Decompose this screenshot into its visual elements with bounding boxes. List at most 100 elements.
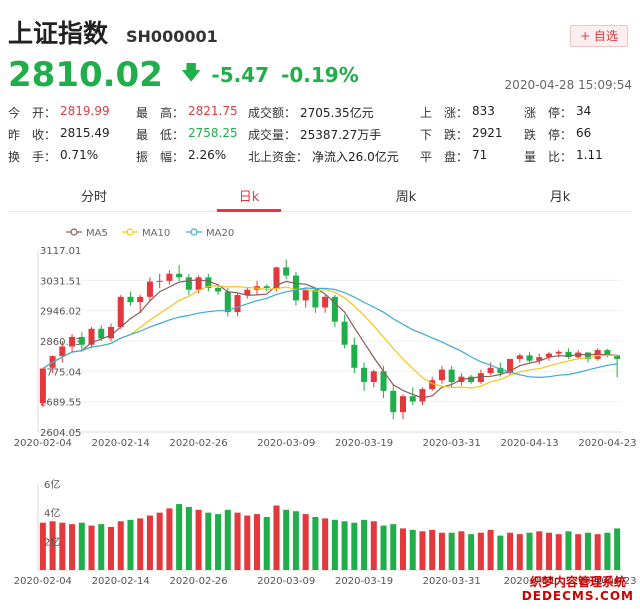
current-price: 2810.02: [8, 55, 163, 95]
volume-bar: [487, 529, 494, 570]
quote-row: 2810.02 🡇 -5.47 -0.19%: [8, 55, 359, 95]
y-tick-label: 2946.02: [40, 307, 81, 318]
volume-bar: [49, 521, 56, 570]
volume-bar: [137, 518, 144, 570]
x-tick-label: 2020-04-23: [578, 438, 636, 449]
high-label: 最 高：: [136, 106, 185, 120]
price-change-percent: -0.19%: [281, 63, 359, 87]
candle-body: [331, 296, 338, 322]
volume-bar: [244, 515, 251, 570]
volume-bar: [185, 506, 192, 570]
volume-bar: [477, 532, 484, 570]
volume-bar: [468, 534, 475, 570]
volume-bar: [351, 522, 358, 570]
candle-body: [69, 336, 76, 347]
candle-body: [526, 355, 533, 361]
candle-body: [312, 289, 319, 308]
volume-bar: [429, 529, 436, 570]
watermark-line1: 织梦内容管理系统: [529, 575, 626, 589]
legend-marker-ma10: [126, 228, 134, 236]
legend-label-ma5: MA5: [86, 228, 108, 239]
vol-x-tick-label: 2020-03-19: [335, 576, 393, 587]
volume-bar: [117, 521, 124, 570]
volume-bar: [409, 529, 416, 570]
price-change: -5.47: [211, 63, 270, 87]
period-tabs: 分时 日k 周k 月k: [8, 176, 632, 212]
down-arrow-icon: 🡇: [180, 60, 202, 84]
open-value: 2819.99: [60, 104, 110, 118]
volume-bar: [341, 521, 348, 570]
candle-body: [263, 286, 270, 288]
candle-body: [604, 350, 611, 356]
add-favorite-button[interactable]: + 自选: [570, 25, 628, 47]
volume-bar: [176, 504, 183, 570]
volume-bar: [555, 534, 562, 570]
candle-body: [477, 373, 484, 382]
fall-label: 下 跌：: [420, 128, 469, 142]
volume-bar: [448, 532, 455, 570]
candlestick-chart: MA5 MA10 MA20 3117.01 3031.51 2946.02 2860.53 2…: [14, 228, 637, 449]
candle-body: [39, 368, 46, 404]
candle-body: [107, 326, 115, 339]
candle-body: [59, 346, 66, 357]
volume-bar: [458, 531, 465, 570]
candle-body: [390, 390, 397, 413]
candle-body: [322, 296, 329, 308]
candle-body: [438, 369, 445, 381]
ma10-line: [42, 285, 618, 389]
candle-body: [137, 296, 144, 303]
candle-body: [614, 355, 621, 359]
volume-bar: [594, 534, 601, 570]
volume-bar: [604, 532, 611, 570]
flat-value: 71: [472, 148, 488, 162]
volume-bar: [536, 531, 543, 570]
candle-body: [78, 336, 85, 345]
flat-label: 平 盘：: [420, 150, 469, 164]
x-tick-label: 2020-02-14: [92, 438, 150, 449]
vol-y-tick-label: 4亿: [44, 507, 60, 520]
tab-daily-k[interactable]: 日k: [238, 190, 260, 205]
candle-body: [545, 353, 553, 358]
tab-weekly-k[interactable]: 周k: [395, 190, 417, 205]
candle-body: [448, 369, 455, 382]
legend-marker-ma5: [70, 228, 78, 236]
volume-bar: [507, 532, 514, 570]
candle-body: [127, 296, 134, 303]
volume-bar: [497, 535, 504, 570]
volume-bar: [69, 524, 76, 570]
vol-x-tick-label: 2020-04-23: [578, 576, 636, 587]
volume-bar: [78, 522, 85, 570]
volume-bar: [361, 519, 368, 570]
northbound-label: 北上资金：: [248, 150, 309, 164]
candle-body: [195, 277, 202, 290]
volume-bar: [419, 531, 426, 570]
candle-body: [399, 396, 407, 413]
candle-body: [468, 376, 475, 382]
volume-bar: [224, 509, 231, 570]
volume-ratio-value: 1.11: [576, 148, 603, 162]
volume-bar: [614, 528, 621, 570]
amplitude-value: 2.26%: [188, 148, 227, 162]
legend-label-ma10: MA10: [142, 228, 170, 239]
candle-body: [419, 389, 426, 402]
candle-body: [555, 351, 562, 354]
volume-bar: [438, 532, 445, 570]
y-tick-label: 2689.55: [40, 398, 81, 409]
candle-body: [156, 280, 163, 282]
candle-body: [273, 267, 280, 288]
rise-label: 上 涨：: [420, 106, 469, 120]
limitup-value: 34: [576, 104, 592, 118]
vol-x-tick-label: 2020-02-04: [14, 576, 72, 587]
watermark: 织梦内容管理系统 DEDECMS.COM: [522, 575, 634, 603]
candle-body: [234, 295, 241, 313]
candle-body: [146, 281, 153, 297]
volume-value: 25387.27万手: [300, 128, 382, 142]
tab-monthly-k[interactable]: 月k: [549, 190, 571, 205]
volume-bar: [166, 508, 173, 570]
x-tick-label: 2020-02-26: [170, 438, 228, 449]
candle-body: [380, 371, 387, 391]
y-tick-label: 2860.53: [40, 337, 81, 348]
amount-label: 成交额：: [248, 106, 297, 120]
volume-bar: [273, 505, 280, 570]
tab-intraday[interactable]: 分时: [80, 190, 107, 205]
